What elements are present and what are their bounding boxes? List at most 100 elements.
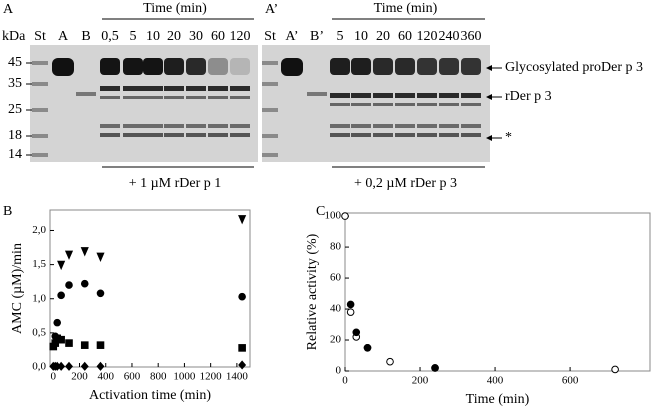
mw-label: 35: [8, 76, 22, 91]
band: [262, 153, 278, 157]
time-header: Time (min): [374, 1, 438, 16]
y-tick-label: 2,0: [32, 224, 46, 236]
point: [96, 289, 105, 298]
y-axis-label: AMC (µM)/min: [10, 243, 25, 334]
band: [230, 96, 250, 99]
band: [330, 133, 350, 137]
y-tick-label: 20: [330, 334, 342, 346]
band: [330, 93, 350, 98]
band: [230, 58, 250, 75]
arrow-head: [486, 94, 492, 100]
band: [100, 96, 120, 99]
y-tick-label: 0,5: [32, 326, 46, 338]
band: [164, 124, 184, 128]
point: [96, 252, 105, 262]
band: [76, 92, 96, 96]
point: [363, 343, 372, 352]
band: [164, 96, 184, 99]
band: [100, 124, 120, 128]
lane-label: 120: [417, 29, 438, 44]
band: [439, 103, 459, 106]
band: [373, 124, 393, 128]
point: [346, 300, 355, 309]
y-axis-label: Relative activity (%): [305, 233, 320, 350]
lane-label: A’: [285, 29, 298, 44]
point: [80, 247, 89, 257]
band: [395, 124, 415, 128]
kda-label: kDa: [2, 29, 26, 44]
x-tick-label: 0: [342, 375, 348, 387]
point: [80, 279, 89, 288]
band: [461, 58, 481, 75]
point: [238, 292, 246, 301]
point: [57, 361, 66, 371]
band: [373, 93, 393, 98]
lane-label: 20: [167, 29, 181, 44]
band: [123, 133, 143, 137]
band: [461, 103, 481, 106]
band: [262, 134, 278, 138]
band: [262, 108, 278, 112]
point: [65, 339, 73, 347]
band: [330, 124, 350, 128]
band: [439, 58, 459, 75]
band: [262, 61, 278, 65]
y-tick-label: 60: [330, 272, 342, 284]
lane-label: 10: [146, 29, 160, 44]
mw-label: 45: [8, 55, 22, 70]
x-axis-label: Time (min): [466, 392, 530, 407]
band: [186, 86, 206, 91]
band: [32, 82, 48, 86]
band: [461, 133, 481, 137]
panel-label: A’: [265, 2, 278, 17]
point: [238, 215, 247, 225]
point: [96, 361, 105, 371]
point: [238, 344, 246, 352]
band: [100, 86, 120, 91]
band: [32, 153, 48, 157]
band: [351, 133, 371, 137]
band: [439, 124, 459, 128]
treatment-label: + 0,2 µM rDer p 3: [354, 176, 457, 191]
band: [330, 103, 350, 106]
band: [143, 86, 163, 91]
band: [330, 58, 350, 75]
band: [351, 58, 371, 75]
band: [351, 93, 371, 98]
point: [346, 308, 355, 316]
plot-frame: [49, 209, 251, 368]
band: [417, 93, 437, 98]
band: [373, 133, 393, 137]
point: [57, 291, 65, 300]
point: [352, 328, 361, 337]
mw-label: 14: [8, 147, 22, 162]
panel-label: C: [316, 204, 325, 219]
band: [230, 86, 250, 91]
lane-label: St: [34, 29, 46, 44]
x-tick-label: 400: [97, 371, 114, 383]
band: [164, 133, 184, 137]
band: [373, 58, 393, 75]
band: [100, 58, 120, 75]
band: [395, 133, 415, 137]
lane-label: 10: [354, 29, 368, 44]
band: [143, 58, 163, 75]
band: [395, 103, 415, 106]
point: [386, 357, 394, 366]
band: [373, 103, 393, 106]
x-tick-label: 1200: [200, 371, 223, 383]
x-tick-label: 0: [51, 371, 57, 383]
point: [64, 250, 74, 260]
band: [32, 134, 48, 138]
lane-label: 20: [376, 29, 390, 44]
x-tick-label: 200: [71, 371, 88, 383]
point: [80, 361, 89, 371]
band: [461, 93, 481, 98]
band: [417, 58, 437, 75]
band: [186, 96, 206, 99]
lane-label: 5: [130, 29, 137, 44]
lane-label: 30: [189, 29, 203, 44]
band: [143, 96, 163, 99]
band: [123, 58, 143, 75]
